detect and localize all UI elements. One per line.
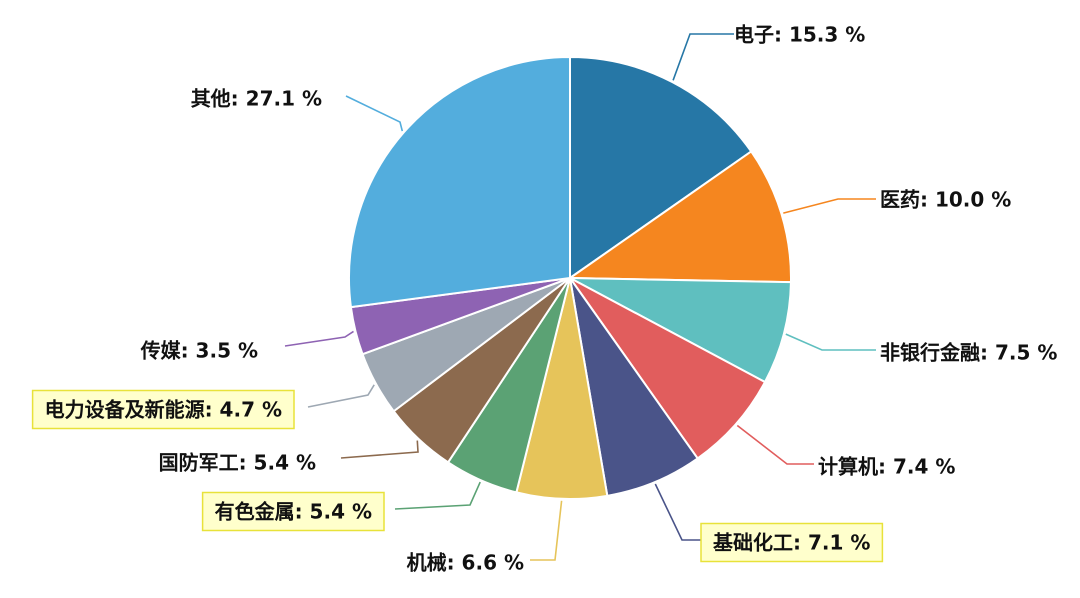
leader-line-8 (340, 440, 419, 459)
slice-label-9: 电力设备及新能源: 4.7 % (45, 398, 282, 422)
slice-label-4: 计算机: 7.4 % (818, 455, 955, 479)
leader-line-1 (672, 33, 734, 81)
leader-line-5 (654, 483, 708, 541)
slice-label-6: 机械: 6.6 % (407, 551, 524, 575)
pie-slice-1 (569, 55, 753, 280)
slice-label-3: 非银行金融: 7.5 % (880, 341, 1057, 365)
leader-line-4 (736, 424, 814, 465)
slice-label-1: 电子: 15.3 % (734, 23, 865, 47)
slice-label-11: 其他: 27.1 % (191, 87, 322, 111)
slice-labels: 电子: 15.3 % 医药: 10.0 % 非银行金融: 7.5 % 计算机: 7.4… (31, 23, 1057, 575)
pie-slice-11 (348, 55, 571, 309)
leader-line-9 (307, 384, 375, 408)
pie-slice-4 (569, 277, 767, 460)
highlight-box-7 (201, 491, 385, 532)
leader-line-3 (785, 333, 876, 351)
slice-label-5: 基础化工: 7.1 % (713, 531, 870, 555)
leader-line-6 (530, 500, 563, 561)
slice-label-10: 传媒: 3.5 % (140, 339, 258, 363)
leader-line-7 (394, 481, 481, 510)
slice-label-8: 国防军工: 5.4 % (159, 451, 316, 475)
slice-label-7: 有色金属: 5.4 % (215, 500, 372, 524)
leader-lines (284, 33, 876, 561)
highlight-box-9 (31, 389, 295, 430)
leader-line-2 (783, 198, 876, 214)
leader-line-10 (284, 330, 354, 347)
slice-label-2: 医药: 10.0 % (880, 188, 1011, 212)
pie-slices (348, 55, 792, 500)
pie-slice-2 (566, 150, 792, 284)
pie-slice-3 (569, 277, 792, 384)
leader-line-11 (345, 95, 404, 132)
highlight-box-5 (700, 522, 884, 563)
